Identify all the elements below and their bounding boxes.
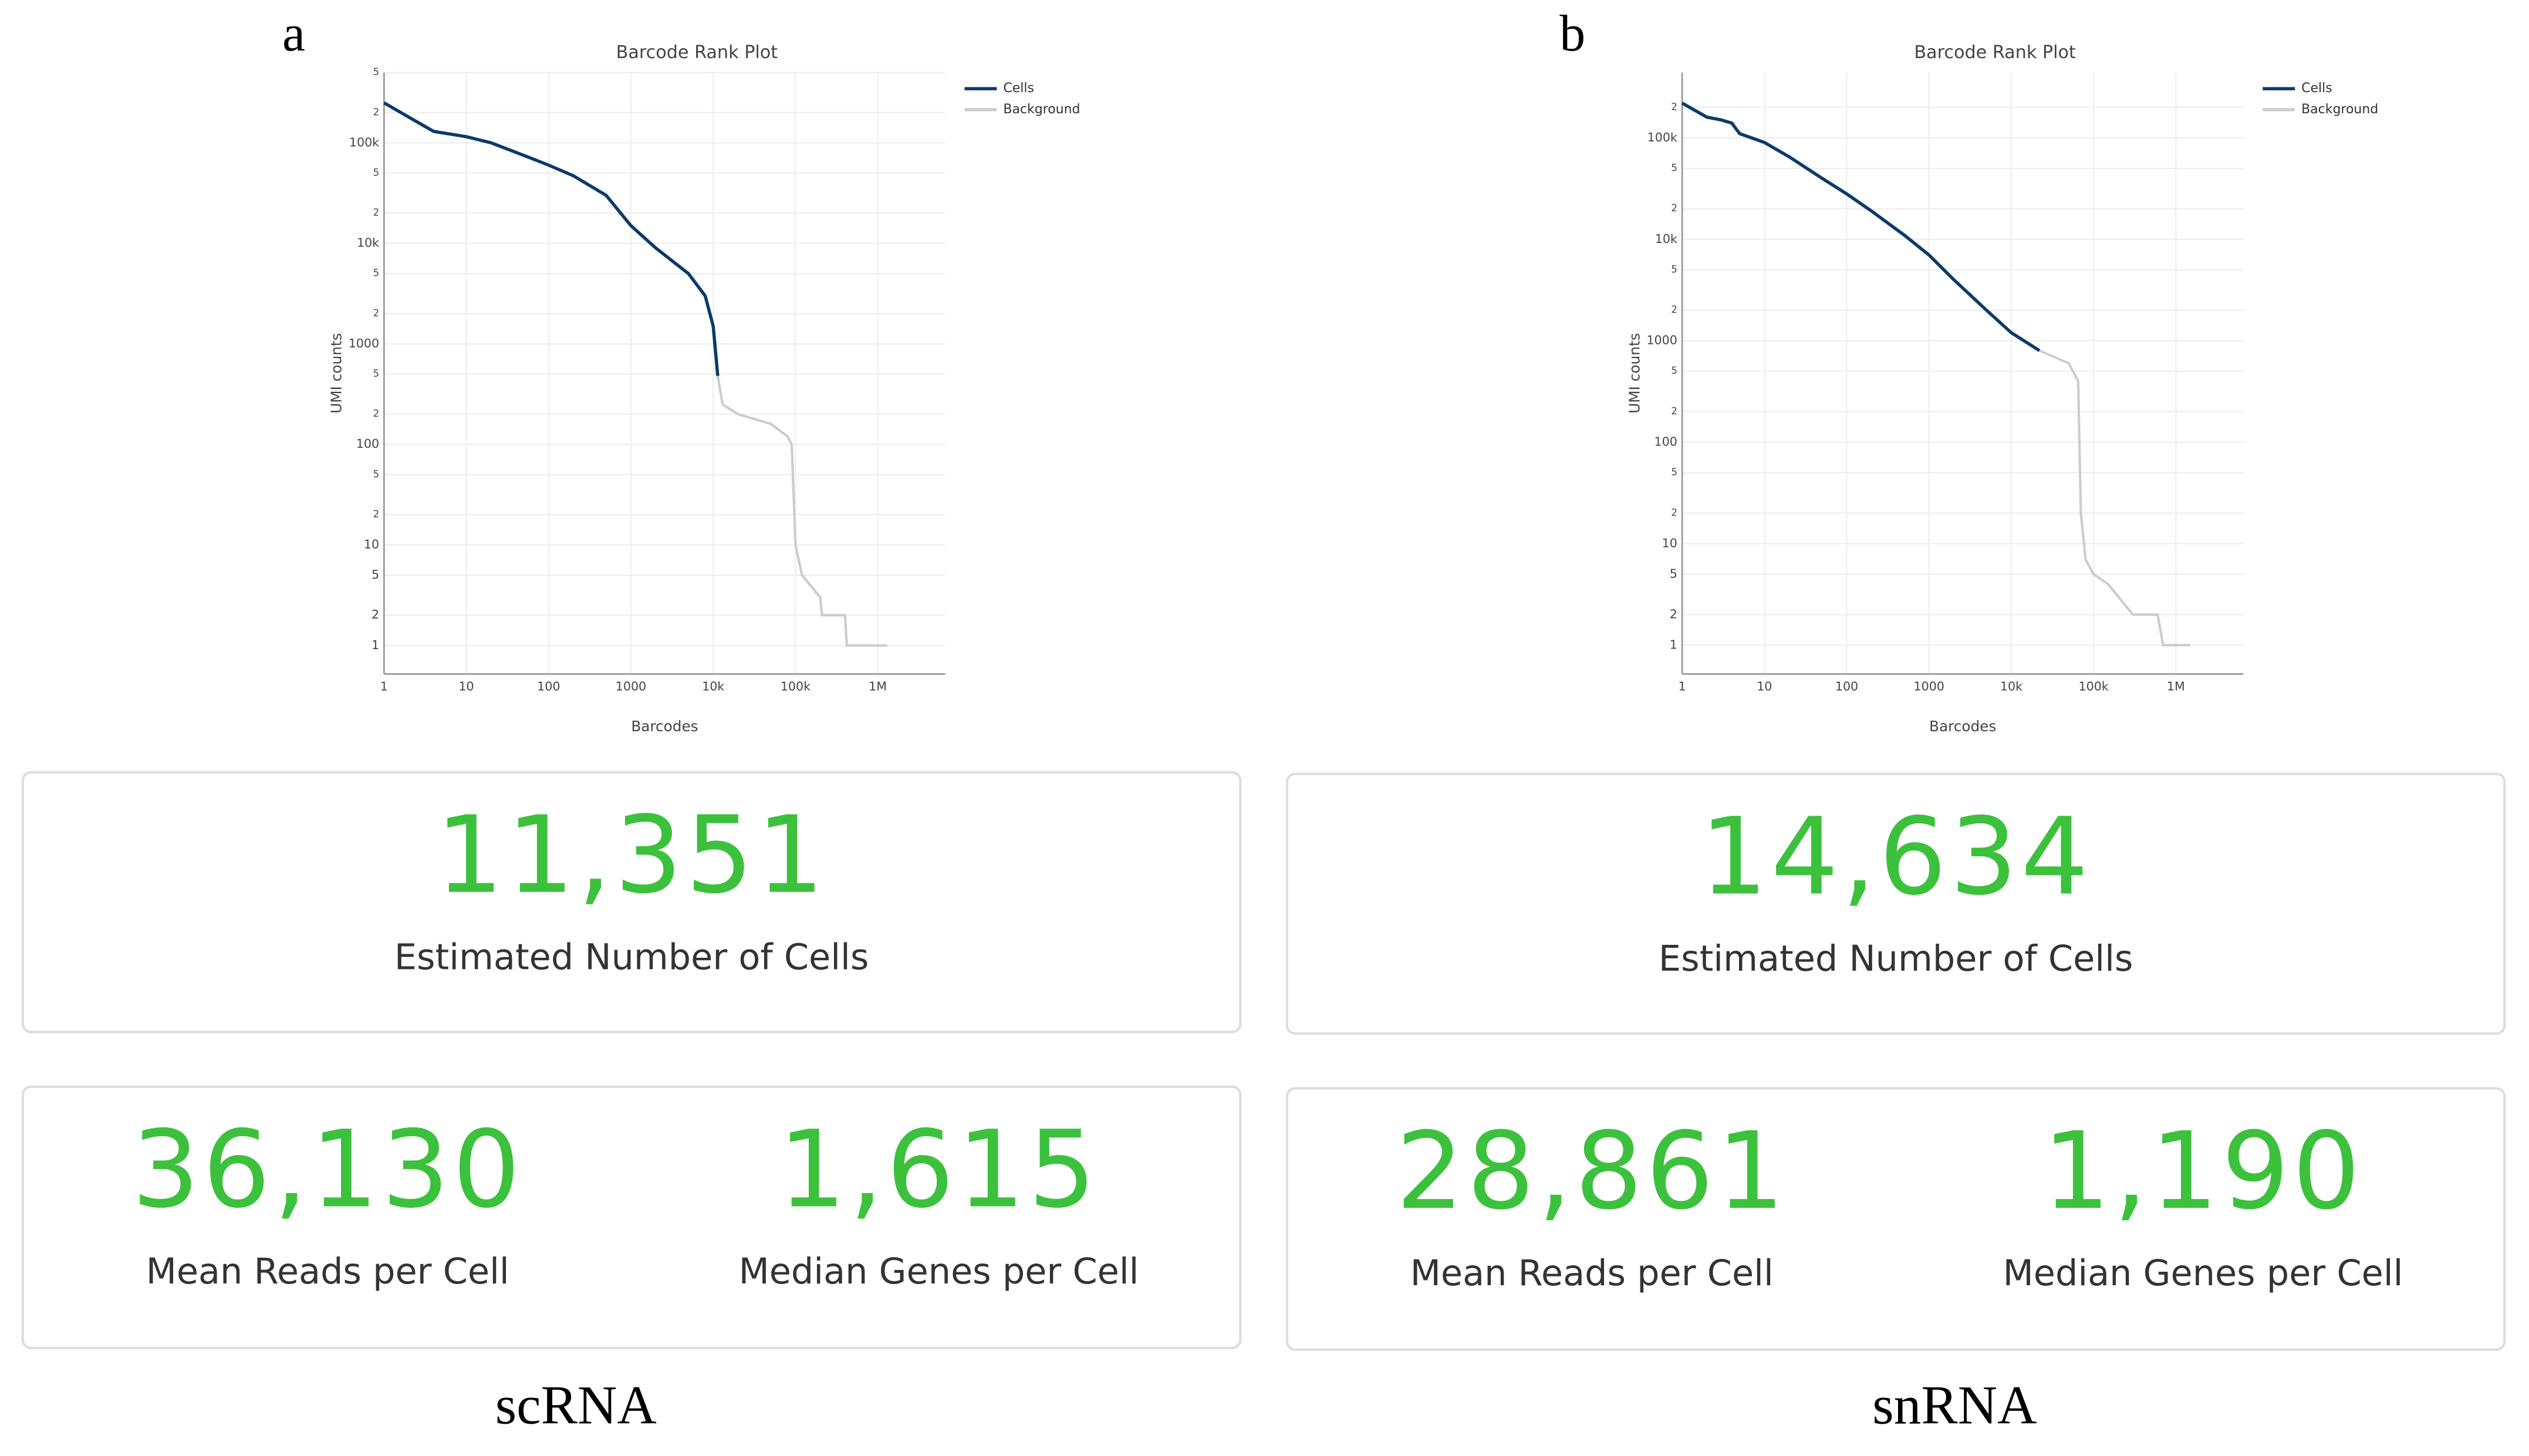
- x-tick-label: 100k: [2079, 679, 2109, 693]
- y-tick-label: 5: [373, 268, 379, 279]
- x-tick-label: 10: [1757, 679, 1772, 693]
- y-tick-label: 2: [373, 207, 379, 218]
- y-tick-label: 100k: [349, 135, 379, 149]
- metric-label: Mean Reads per Cell: [146, 1251, 509, 1292]
- y-tick-label: 2: [1671, 101, 1677, 112]
- panel-label: a: [282, 5, 305, 62]
- legend-label: Cells: [2301, 81, 2332, 96]
- x-tick-label: 100k: [781, 679, 811, 693]
- metric-label: Median Genes per Cell: [739, 1251, 1139, 1292]
- legend-label: Background: [1003, 102, 1080, 117]
- x-axis-label: Barcodes: [631, 718, 698, 735]
- x-tick-label: 10: [458, 679, 474, 693]
- y-tick-label: 5: [372, 567, 379, 582]
- y-tick-label: 5: [1671, 162, 1677, 173]
- y-tick-label: 5: [373, 167, 379, 178]
- metric-label: Estimated Number of Cells: [394, 937, 869, 978]
- y-tick-label: 1000: [349, 336, 379, 350]
- y-tick-label: 5: [373, 66, 379, 77]
- y-tick-label: 5: [373, 368, 379, 379]
- y-tick-label: 5: [1671, 365, 1677, 376]
- metric-card: [21, 771, 1242, 1033]
- series-line: [2039, 349, 2191, 647]
- y-tick-label: 2: [373, 106, 379, 117]
- metric-value: 1,615: [778, 1107, 1099, 1231]
- series-line: [716, 376, 887, 647]
- y-tick-label: 2: [1671, 304, 1677, 315]
- y-tick-label: 5: [1670, 567, 1677, 581]
- y-tick-label: 2: [372, 607, 379, 621]
- x-tick-label: 1M: [2167, 679, 2185, 693]
- metric-card: [21, 1085, 1242, 1349]
- metric-value: 28,861: [1396, 1109, 1788, 1233]
- y-tick-label: 5: [373, 468, 379, 479]
- x-tick-label: 10k: [702, 679, 724, 693]
- series-line: [1681, 102, 2041, 352]
- panel-label: b: [1559, 5, 1585, 62]
- y-tick-label: 2: [373, 408, 379, 419]
- legend-label: Cells: [1003, 81, 1034, 96]
- y-tick-label: 2: [1670, 607, 1677, 621]
- y-tick-label: 100k: [1647, 130, 1677, 144]
- y-tick-label: 10k: [1655, 232, 1677, 246]
- x-tick-label: 1000: [1914, 679, 1944, 693]
- metric-value: 11,351: [435, 793, 827, 917]
- y-tick-label: 10k: [357, 236, 379, 250]
- x-tick-label: 100: [537, 679, 560, 693]
- y-tick-label: 10: [1662, 536, 1677, 550]
- y-tick-label: 5: [1671, 264, 1677, 275]
- y-tick-label: 100: [1655, 435, 1677, 449]
- x-tick-label: 10k: [2000, 679, 2022, 693]
- metric-label: Estimated Number of Cells: [1659, 938, 2133, 979]
- panel-caption: snRNA: [1872, 1376, 2037, 1436]
- metric-label: Mean Reads per Cell: [1410, 1253, 1774, 1294]
- x-tick-label: 1M: [869, 679, 887, 693]
- metric-value: 1,190: [2042, 1109, 2363, 1233]
- y-tick-label: 1000: [1646, 333, 1677, 347]
- y-tick-label: 5: [1671, 467, 1677, 478]
- y-tick-label: 1: [372, 638, 379, 652]
- y-tick-label: 2: [373, 508, 379, 519]
- y-tick-label: 100: [356, 437, 379, 451]
- y-axis-label: UMI counts: [328, 333, 345, 413]
- y-tick-label: 2: [1671, 202, 1677, 214]
- panel-caption: scRNA: [495, 1376, 657, 1436]
- y-tick-label: 10: [364, 538, 379, 552]
- x-tick-label: 1: [1679, 679, 1686, 693]
- y-axis-label: UMI counts: [1626, 333, 1643, 413]
- chart-title: Barcode Rank Plot: [1914, 42, 2076, 63]
- x-tick-label: 1000: [616, 679, 646, 693]
- chart-title: Barcode Rank Plot: [616, 42, 778, 63]
- metric-value: 36,130: [131, 1107, 523, 1231]
- y-tick-label: 1: [1670, 637, 1677, 651]
- x-tick-label: 100: [1835, 679, 1858, 693]
- y-tick-label: 2: [1671, 406, 1677, 417]
- metric-value: 14,634: [1700, 795, 2091, 918]
- metric-label: Median Genes per Cell: [2003, 1253, 2403, 1294]
- x-axis-label: Barcodes: [1929, 718, 1996, 735]
- series-line: [383, 101, 720, 376]
- metric-card: [1285, 1087, 2506, 1351]
- y-tick-label: 2: [1671, 507, 1677, 518]
- metric-card: [1285, 772, 2506, 1035]
- y-tick-label: 2: [373, 308, 379, 319]
- x-tick-label: 1: [380, 679, 388, 693]
- legend-label: Background: [2301, 102, 2378, 117]
